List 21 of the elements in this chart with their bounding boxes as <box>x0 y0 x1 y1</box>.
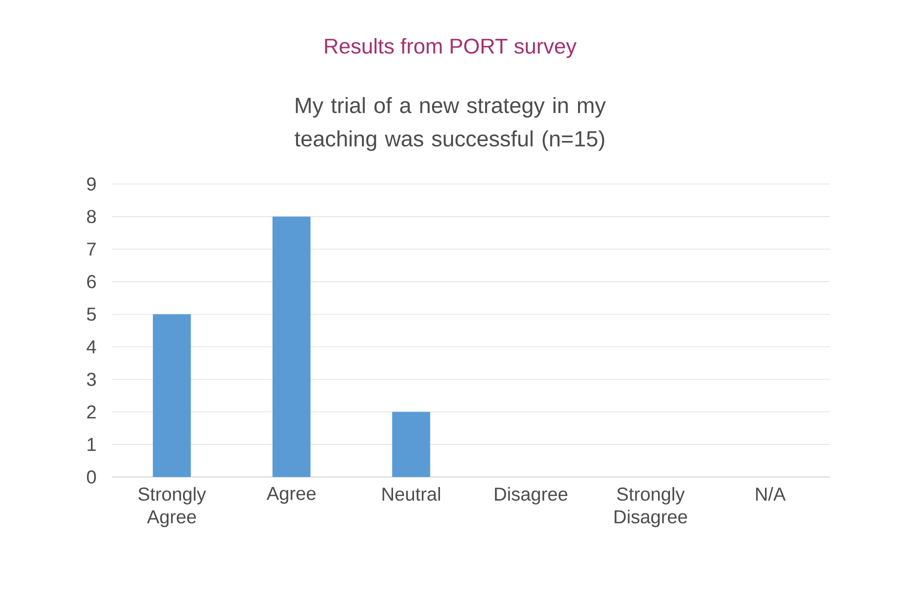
y-tick-label: 1 <box>88 438 96 451</box>
x-tick-label: Strongly Agree <box>138 487 206 528</box>
chart-title: Results from PORT survey <box>325 38 577 58</box>
y-tick-label: 0 <box>86 470 96 484</box>
y-tick-label: 4 <box>86 340 96 354</box>
y-tick-label: 7 <box>87 242 96 256</box>
y-tick-label: 6 <box>87 275 96 288</box>
x-tick-label: Disagree <box>495 487 568 504</box>
chart-subtitle: My trial of a new strategy in my teaching was successful (n=15) <box>294 97 606 151</box>
bar <box>272 216 311 477</box>
y-tick-label: 9 <box>87 177 96 191</box>
x-tick-label: Strongly Disagree <box>614 487 688 528</box>
y-tick-label: 2 <box>87 405 96 418</box>
x-tick-label: Neutral <box>382 487 440 501</box>
y-tick-label: 5 <box>86 308 96 321</box>
y-tick-label: 8 <box>87 210 96 224</box>
bar <box>152 314 191 477</box>
y-tick-label: 3 <box>86 372 96 386</box>
x-tick-label: N/A <box>756 487 786 501</box>
x-tick-label: Agree <box>266 487 316 504</box>
bar <box>392 412 430 477</box>
